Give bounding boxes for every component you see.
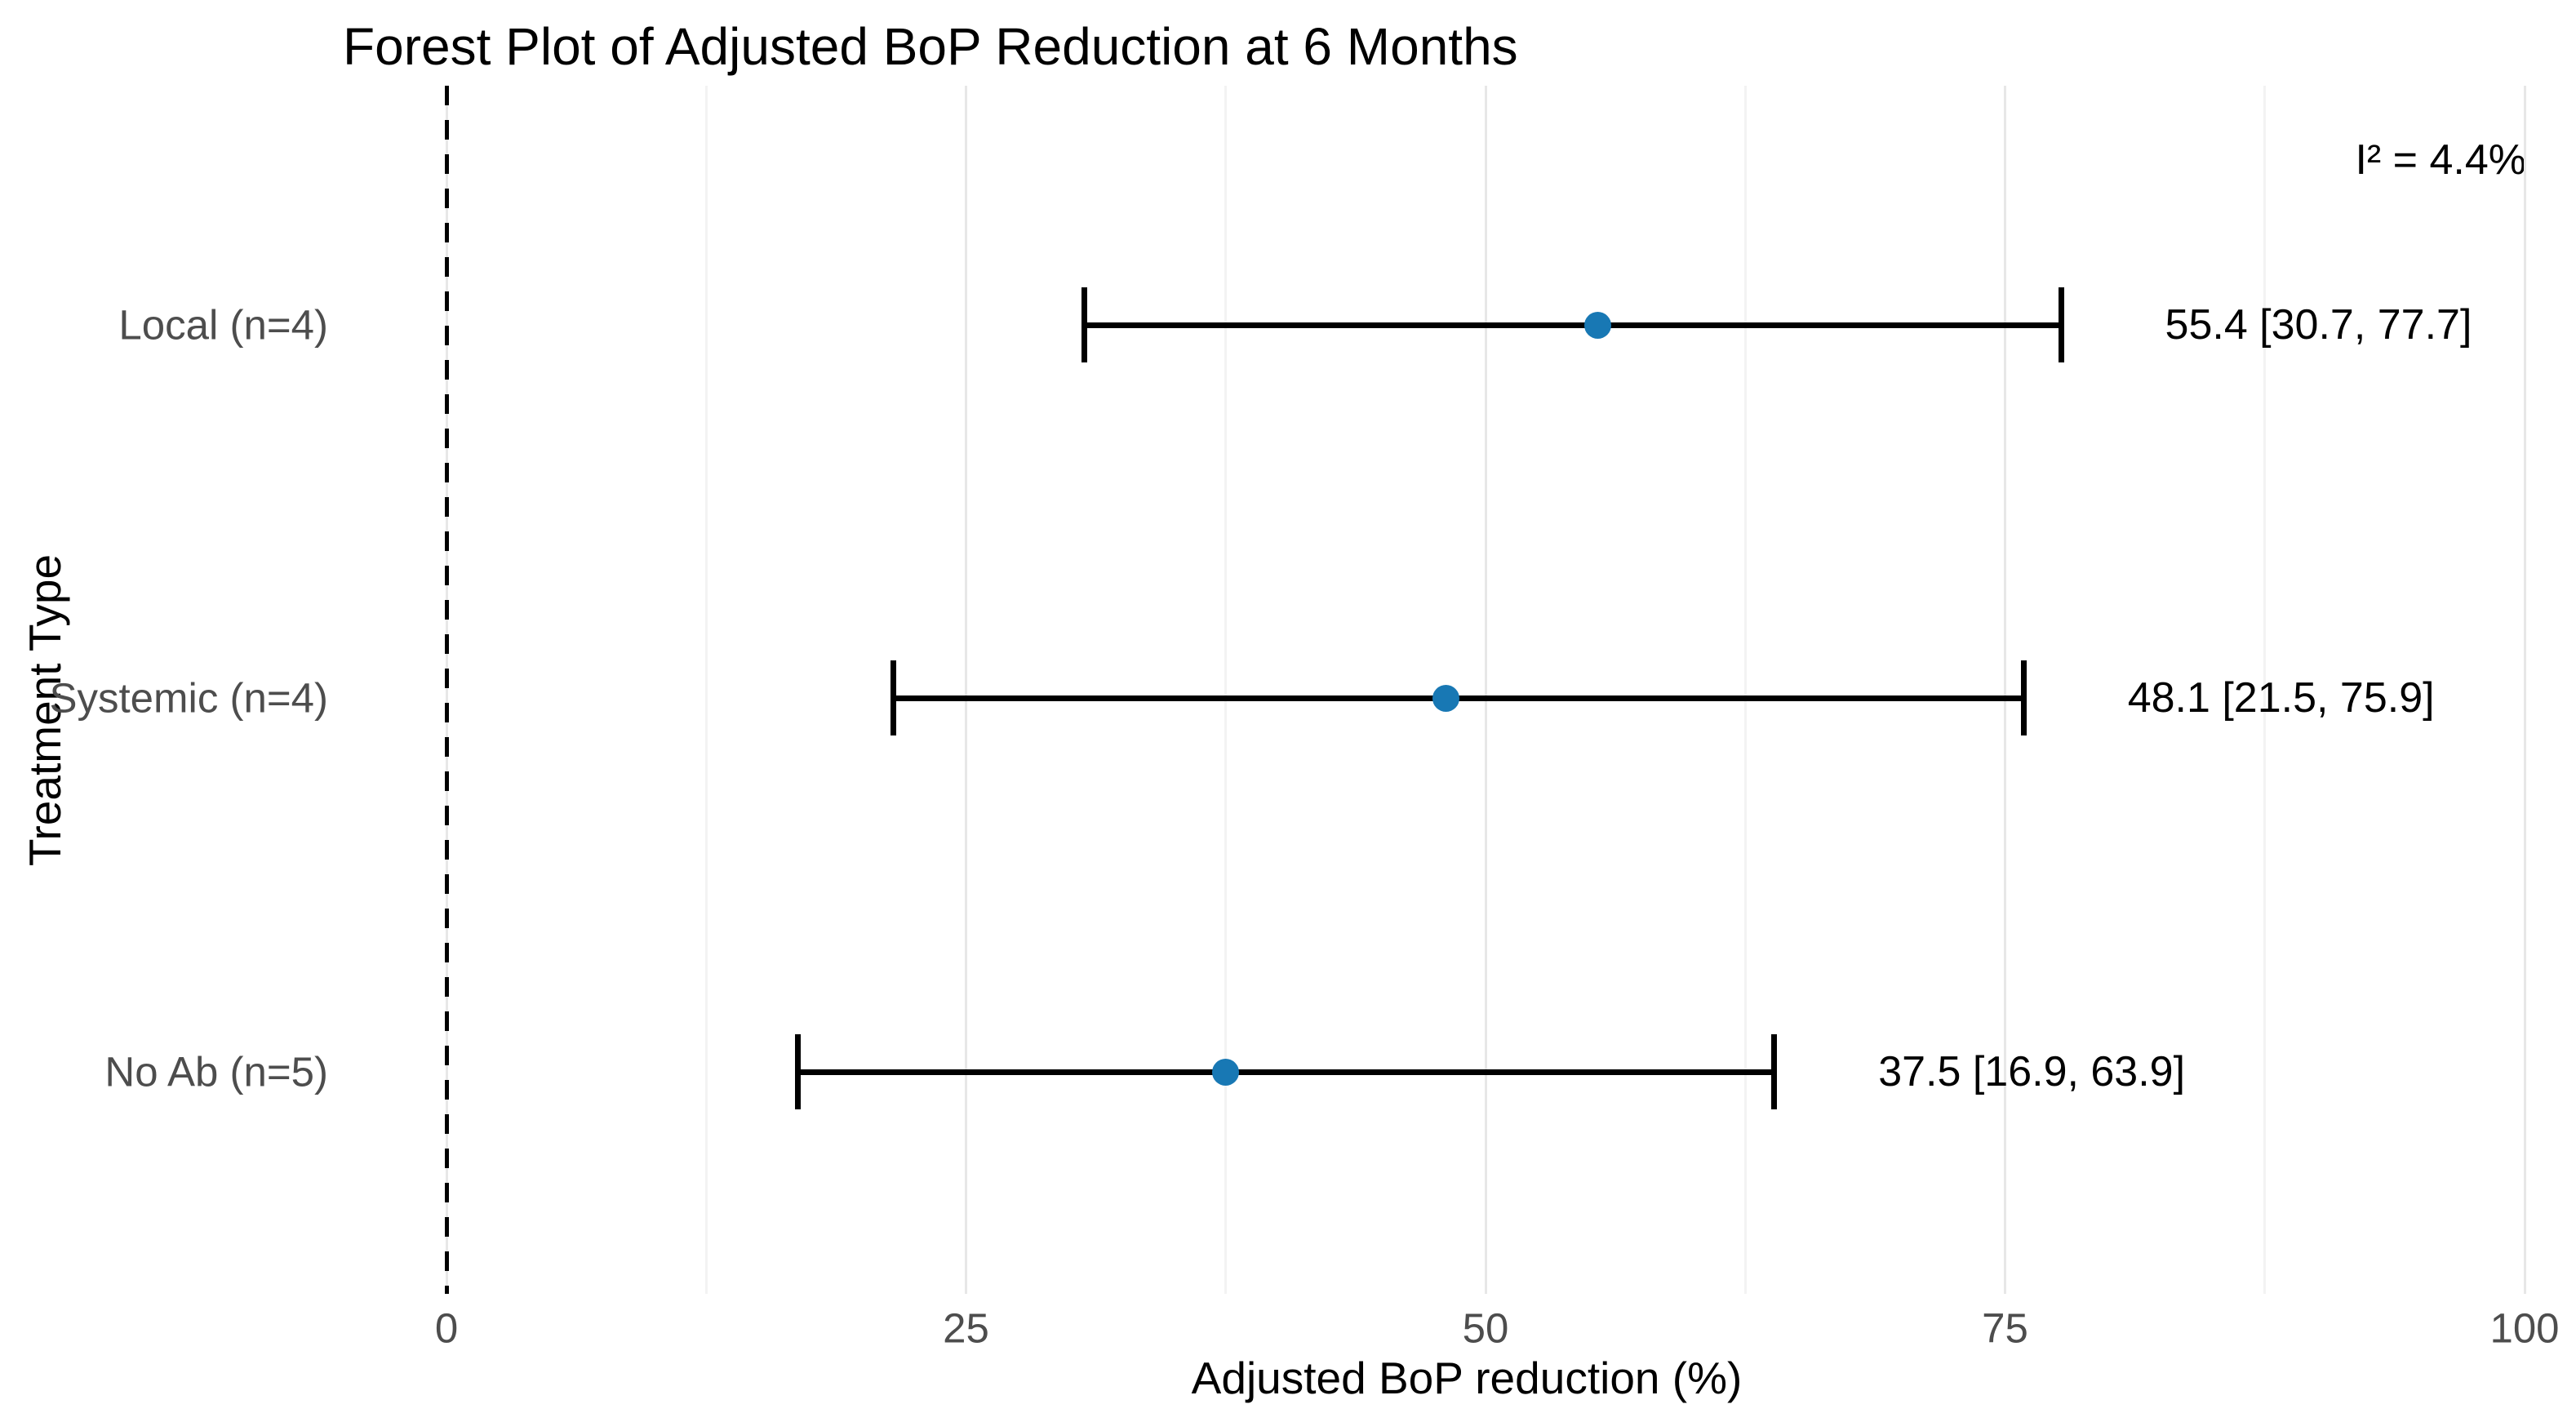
y-axis-category-label: No Ab (n=5): [104, 1048, 328, 1095]
y-axis-category-label: Local (n=4): [118, 301, 328, 349]
heterogeneity-annotation: I² = 4.4%: [2355, 136, 2526, 184]
y-axis-category-label: Systemic (n=4): [49, 674, 328, 722]
x-axis-tick-label: 50: [1462, 1304, 1509, 1352]
ci-upper-cap: [2020, 660, 2027, 735]
minor-gridline: [2263, 86, 2267, 1294]
x-axis-tick-label: 100: [2489, 1304, 2560, 1352]
estimate-value-label: 48.1 [21.5, 75.9]: [2127, 674, 2435, 722]
zero-reference-line: [444, 86, 449, 1294]
confidence-interval-line: [797, 1069, 1774, 1075]
estimate-point: [1212, 1058, 1240, 1086]
ci-upper-cap: [1771, 1034, 1778, 1109]
minor-gridline: [1224, 86, 1228, 1294]
chart-title: Forest Plot of Adjusted BoP Reduction at…: [343, 17, 1518, 76]
major-gridline: [2004, 86, 2006, 1294]
ci-lower-cap: [794, 1034, 801, 1109]
ci-upper-cap: [2058, 287, 2064, 362]
major-gridline: [1484, 86, 1487, 1294]
ci-lower-cap: [890, 660, 896, 735]
x-axis-title: Adjusted BoP reduction (%): [1191, 1353, 1743, 1403]
x-axis-tick-label: 75: [1982, 1304, 2028, 1352]
minor-gridline: [1743, 86, 1747, 1294]
major-gridline: [965, 86, 967, 1294]
major-gridline: [2523, 86, 2526, 1294]
x-axis-tick-label: 0: [434, 1304, 459, 1352]
estimate-point: [1583, 311, 1611, 339]
x-axis-tick-label: 25: [943, 1304, 989, 1352]
confidence-interval-line: [1084, 322, 2062, 328]
estimate-value-label: 37.5 [16.9, 63.9]: [1878, 1048, 2186, 1095]
estimate-value-label: 55.4 [30.7, 77.7]: [2165, 301, 2472, 349]
ci-lower-cap: [1081, 287, 1088, 362]
minor-gridline: [704, 86, 708, 1294]
estimate-point: [1432, 684, 1460, 712]
